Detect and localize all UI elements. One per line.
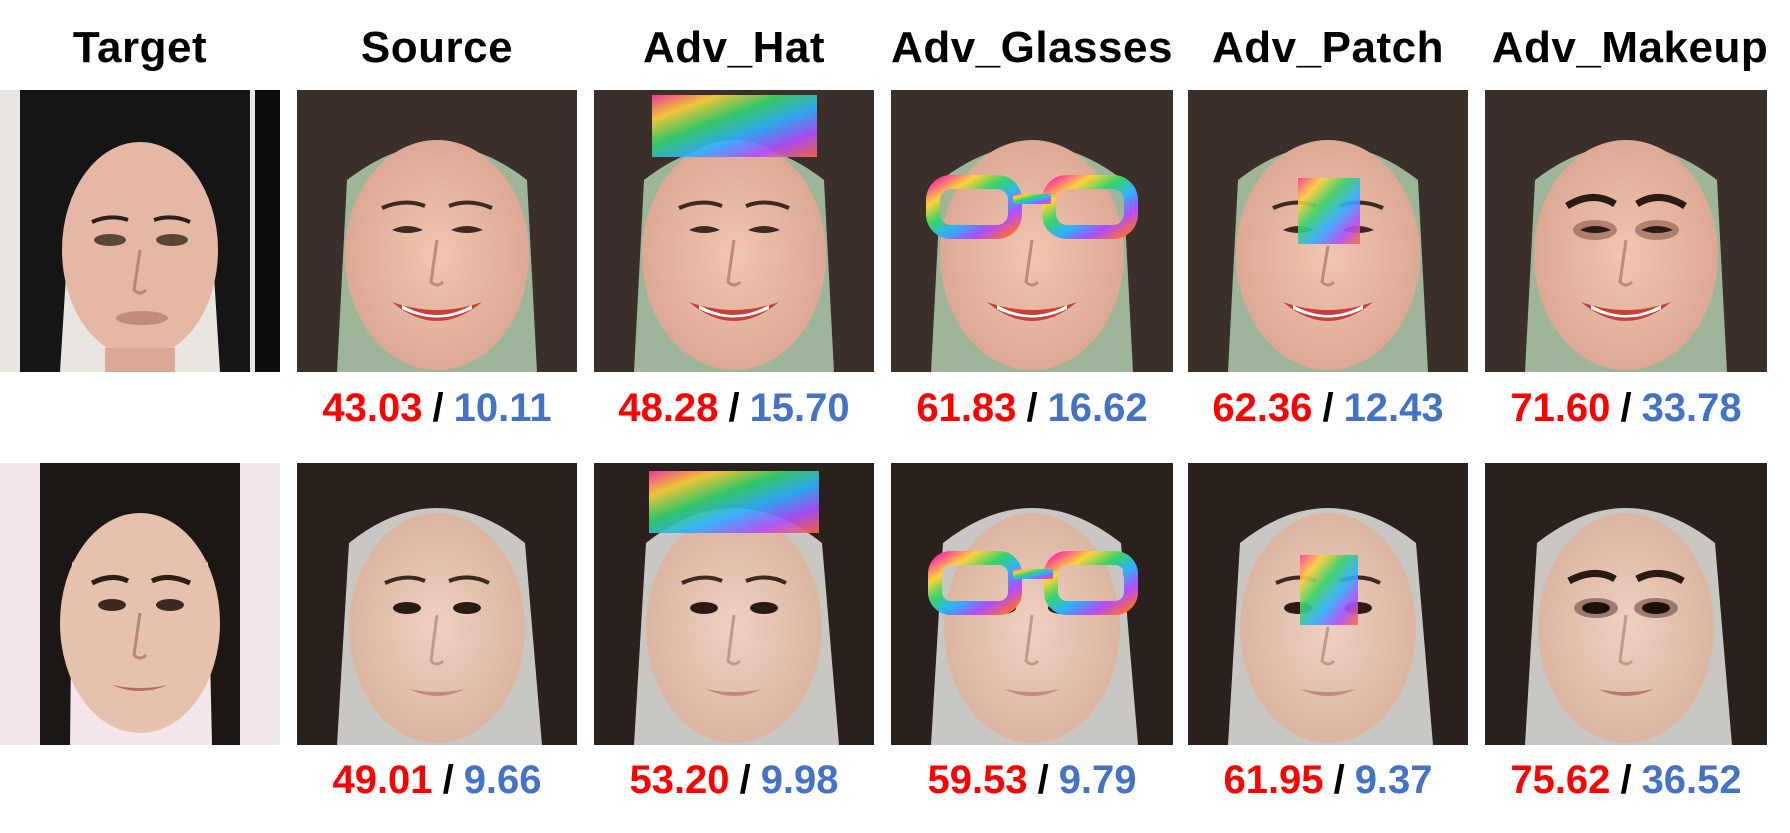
score-separator: / [1620, 385, 1632, 430]
score-blue: 15.70 [749, 385, 850, 430]
score-separator: / [739, 757, 751, 802]
score-blue: 12.43 [1343, 385, 1444, 430]
score-red: 59.53 [927, 757, 1028, 802]
score-separator: / [442, 757, 454, 802]
score-red: 61.95 [1223, 757, 1324, 802]
score-blue: 33.78 [1641, 385, 1742, 430]
source-face-image-2 [297, 463, 577, 745]
adv-glasses-face-image-1 [891, 90, 1173, 372]
adv-glasses-face-image-2 [891, 463, 1173, 745]
score-red: 71.60 [1510, 385, 1611, 430]
score-separator: / [1037, 757, 1049, 802]
score-red: 43.03 [322, 385, 423, 430]
header-adv-glasses: Adv_Glasses [891, 23, 1173, 72]
score-blue: 9.98 [760, 757, 839, 802]
score-red: 48.28 [618, 385, 719, 430]
score-separator: / [1322, 385, 1334, 430]
score-red: 49.01 [332, 757, 433, 802]
score-red: 53.20 [629, 757, 730, 802]
score-separator: / [728, 385, 740, 430]
score-adv-patch-1: 62.36/12.43 [1188, 380, 1468, 436]
score-adv-patch-2: 61.95/9.37 [1188, 752, 1468, 808]
adv-patch-face-image-1 [1188, 90, 1468, 372]
header-adv-hat: Adv_Hat [643, 23, 825, 72]
header-target: Target [72, 23, 208, 72]
score-blue: 16.62 [1047, 385, 1148, 430]
score-source-1: 43.03/10.11 [297, 380, 577, 436]
score-source-2: 49.01/9.66 [297, 752, 577, 808]
score-blue: 9.37 [1354, 757, 1433, 802]
adv-hat-face-image-1 [594, 90, 874, 372]
score-blue: 10.11 [453, 385, 552, 430]
header-source: Source [360, 23, 514, 72]
header-adv-makeup: Adv_Makeup [1491, 23, 1769, 72]
score-adv-makeup-2: 75.62/36.52 [1485, 752, 1767, 808]
score-blue: 9.79 [1058, 757, 1137, 802]
score-red: 75.62 [1510, 757, 1611, 802]
adv-patch-face-image-2 [1188, 463, 1468, 745]
score-separator: / [1026, 385, 1038, 430]
target-face-image-2 [0, 463, 280, 745]
score-adv-hat-2: 53.20/9.98 [594, 752, 874, 808]
score-adv-makeup-1: 71.60/33.78 [1485, 380, 1767, 436]
target-face-image-1 [0, 90, 280, 372]
score-separator: / [432, 385, 444, 430]
adv-makeup-face-image-2 [1485, 463, 1767, 745]
score-adv-hat-1: 48.28/15.70 [594, 380, 874, 436]
score-red: 61.83 [916, 385, 1017, 430]
header-adv-patch: Adv_Patch [1212, 23, 1444, 72]
score-red: 62.36 [1212, 385, 1313, 430]
adv-makeup-face-image-1 [1485, 90, 1767, 372]
score-adv-glasses-1: 61.83/16.62 [891, 380, 1173, 436]
score-separator: / [1333, 757, 1345, 802]
score-blue: 9.66 [463, 757, 542, 802]
score-adv-glasses-2: 59.53/9.79 [891, 752, 1173, 808]
score-separator: / [1620, 757, 1632, 802]
adv-hat-face-image-2 [594, 463, 874, 745]
source-face-image-1 [297, 90, 577, 372]
score-blue: 36.52 [1641, 757, 1742, 802]
